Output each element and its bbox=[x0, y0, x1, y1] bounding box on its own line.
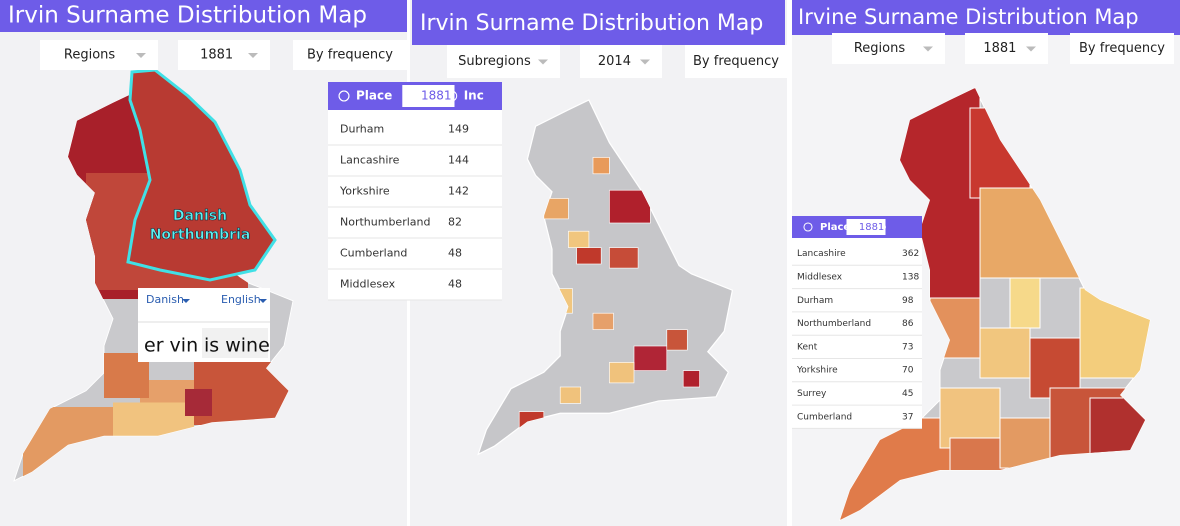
caret bbox=[136, 53, 146, 58]
dropdown-label: 1881 bbox=[983, 41, 1016, 56]
table-value: 149 bbox=[448, 123, 469, 136]
table-value: 37 bbox=[902, 412, 913, 422]
dropdown-label: By frequency bbox=[693, 54, 779, 69]
table-value: 45 bbox=[902, 389, 913, 399]
year-box bbox=[846, 219, 886, 235]
dropdown-label: Subregions bbox=[458, 54, 531, 69]
table-place: Northumberland bbox=[797, 319, 871, 329]
table-place: Lancashire bbox=[340, 154, 400, 167]
table-header-label: Inc bbox=[464, 89, 484, 103]
region-highlight bbox=[126, 68, 277, 282]
table-header-label: 1881 bbox=[859, 222, 884, 233]
table-place: Durham bbox=[340, 123, 384, 136]
caret bbox=[923, 46, 933, 52]
table-place: Middlesex bbox=[797, 272, 843, 282]
table-place: Surrey bbox=[797, 389, 827, 399]
caret bbox=[1026, 46, 1036, 52]
info-icon bbox=[803, 222, 813, 232]
caret bbox=[248, 53, 258, 58]
table-place: Cumberland bbox=[340, 247, 407, 260]
source-text: er vin bbox=[144, 335, 198, 357]
dropdown-label: By frequency bbox=[1079, 41, 1165, 56]
table-bg bbox=[328, 82, 502, 300]
target-lang[interactable]: English bbox=[221, 293, 261, 306]
dropdown[interactable] bbox=[1070, 33, 1174, 64]
table-header-label: 1881 bbox=[421, 89, 452, 103]
table-value: 70 bbox=[902, 366, 914, 376]
table-value: 48 bbox=[448, 247, 462, 260]
title-bar bbox=[412, 0, 785, 45]
info-icon bbox=[338, 90, 350, 102]
dropdown[interactable] bbox=[965, 33, 1048, 64]
info-icon bbox=[446, 90, 458, 102]
region-label: Northumbria bbox=[150, 227, 251, 243]
table-place: Middlesex bbox=[340, 278, 396, 291]
info-icon bbox=[876, 222, 886, 232]
source-lang[interactable]: Danish bbox=[146, 293, 184, 306]
table-place: Northumberland bbox=[340, 216, 430, 229]
highlight bbox=[202, 328, 268, 358]
title-bar bbox=[792, 0, 1180, 35]
region-label: Danish bbox=[173, 208, 227, 224]
dropdown[interactable] bbox=[685, 45, 787, 78]
table-place: Kent bbox=[797, 342, 818, 352]
dropdown-label: Regions bbox=[854, 41, 906, 56]
dropdown[interactable] bbox=[293, 40, 407, 70]
dropdown-label: By frequency bbox=[307, 48, 393, 63]
title-bar bbox=[0, 0, 407, 32]
table-place: Durham bbox=[797, 296, 833, 306]
table-header-label: Place bbox=[820, 222, 850, 233]
table-value: 362 bbox=[902, 249, 919, 259]
dropdown[interactable] bbox=[580, 45, 662, 78]
table-place: Cumberland bbox=[797, 412, 852, 422]
dropdown-label: 1881 bbox=[200, 48, 233, 63]
year-box bbox=[402, 85, 455, 107]
dropdown-label: 2014 bbox=[598, 54, 631, 69]
caret bbox=[640, 59, 650, 65]
table-value: 138 bbox=[902, 272, 919, 282]
title: Irvin Surname Distribution Map bbox=[420, 11, 763, 36]
table-value: 82 bbox=[448, 216, 462, 229]
table-value: 142 bbox=[448, 185, 469, 198]
caret bbox=[259, 299, 267, 303]
table-place: Lancashire bbox=[797, 249, 846, 259]
caret bbox=[538, 59, 548, 65]
caret bbox=[182, 299, 190, 303]
title: Irvin Surname Distribution Map bbox=[8, 3, 367, 29]
title: Irvine Surname Distribution Map bbox=[798, 5, 1139, 29]
table-header-label: Place bbox=[356, 89, 392, 103]
table-place: Yorkshire bbox=[339, 185, 390, 198]
target-text: is wine bbox=[204, 335, 270, 357]
table-value: 144 bbox=[448, 154, 469, 167]
table-place: Yorkshire bbox=[796, 366, 838, 376]
table-value: 48 bbox=[448, 278, 462, 291]
dropdown-label: Regions bbox=[64, 48, 116, 63]
table-value: 86 bbox=[902, 319, 914, 329]
table-value: 98 bbox=[902, 296, 914, 306]
table-value: 73 bbox=[902, 342, 913, 352]
table-bg bbox=[792, 216, 922, 429]
